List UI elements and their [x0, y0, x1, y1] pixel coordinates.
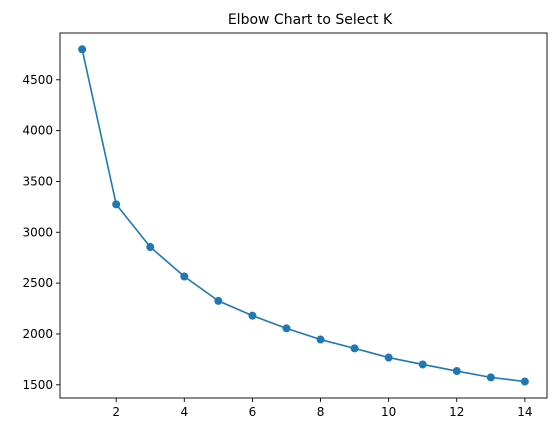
y-tick-label: 2000: [22, 327, 53, 341]
plot-area: 2 4 6 8 10 12 14 1500 2000 2500 3000 3500 4000 4500: [22, 32, 548, 419]
data-point: [316, 335, 325, 344]
x-tick-label: 8: [317, 405, 325, 419]
y-tick-label: 3500: [22, 174, 53, 188]
data-point: [112, 200, 121, 209]
x-tick-label: 6: [249, 405, 257, 419]
data-point: [282, 324, 291, 333]
series-line: [81, 49, 525, 383]
axes-frame: [59, 32, 548, 399]
x-tick-label: 12: [449, 405, 464, 419]
data-point: [418, 360, 427, 369]
data-point: [180, 272, 189, 281]
data-point: [214, 296, 223, 305]
x-tick-label: 10: [381, 405, 396, 419]
x-tick-label: 2: [112, 405, 120, 419]
chart-title: Elbow Chart to Select K: [228, 12, 393, 28]
x-tick-label: 14: [517, 405, 532, 419]
data-point: [350, 344, 359, 353]
data-point: [78, 45, 87, 54]
y-tick-label: 3000: [22, 225, 53, 239]
y-tick-label: 4500: [22, 73, 53, 87]
data-point: [452, 367, 461, 376]
data-point: [520, 377, 529, 386]
x-tick-label: 4: [180, 405, 188, 419]
data-point: [248, 311, 257, 320]
y-tick-label: 2500: [22, 276, 53, 290]
data-point: [384, 353, 393, 362]
y-tick-label: 1500: [22, 378, 53, 392]
data-point: [486, 373, 495, 382]
y-tick-label: 4000: [22, 124, 53, 138]
data-point: [146, 243, 155, 252]
